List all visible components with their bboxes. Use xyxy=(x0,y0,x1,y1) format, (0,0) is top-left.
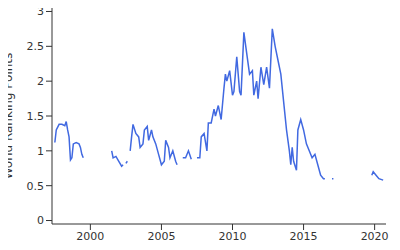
svg-text:3: 3 xyxy=(37,8,44,18)
svg-text:0.5: 0.5 xyxy=(27,180,45,193)
svg-text:2000: 2000 xyxy=(76,230,104,242)
svg-text:2005: 2005 xyxy=(147,230,175,242)
svg-text:0: 0 xyxy=(37,214,44,227)
svg-text:2.5: 2.5 xyxy=(27,40,45,53)
svg-text:1: 1 xyxy=(37,145,44,158)
svg-text:2: 2 xyxy=(37,75,44,88)
svg-text:2020: 2020 xyxy=(361,230,389,242)
svg-text:1.5: 1.5 xyxy=(27,110,45,123)
svg-text:2015: 2015 xyxy=(290,230,318,242)
svg-text:World Ranking Points: World Ranking Points xyxy=(8,53,15,180)
svg-text:2010: 2010 xyxy=(219,230,247,242)
